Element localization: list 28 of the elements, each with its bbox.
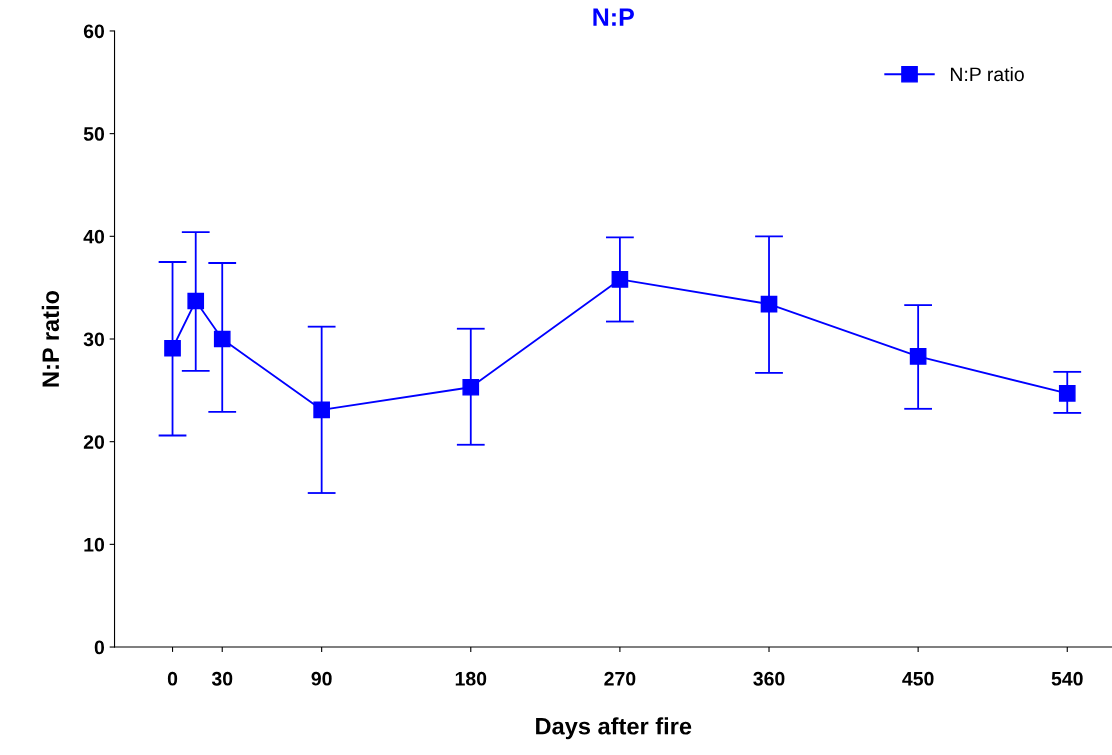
point [1058, 385, 1076, 402]
y-tick-label: 0 [94, 640, 105, 655]
point [760, 295, 778, 313]
point [164, 339, 181, 357]
point [313, 401, 330, 419]
x-axis-title: Days after fire [536, 717, 692, 740]
y-tick-label: 50 [83, 127, 105, 141]
legend-label: N:P ratio [950, 66, 1024, 82]
point [213, 330, 231, 348]
x-tick-label: 360 [753, 671, 785, 686]
y-tick-label: 60 [83, 24, 105, 39]
x-tick-label: 0 [167, 671, 178, 686]
x-tick-label: 270 [604, 671, 636, 686]
y-tick-label: 10 [84, 537, 105, 552]
x-tick-label: 450 [902, 671, 934, 686]
point [187, 292, 205, 310]
y-tick-label: 30 [83, 332, 105, 347]
y-tick-label: 20 [83, 435, 105, 449]
y-tick-label: 40 [83, 229, 105, 244]
x-tick-label: 540 [1051, 671, 1083, 686]
x-tick-label: 90 [311, 671, 332, 686]
x-tick-label: 30 [211, 671, 233, 686]
y-axis-title: N:P ratio [41, 290, 60, 387]
chart-title: N:P [593, 8, 634, 26]
point [909, 348, 927, 365]
point [611, 271, 629, 288]
point [462, 378, 480, 396]
x-tick-label: 180 [455, 671, 487, 686]
